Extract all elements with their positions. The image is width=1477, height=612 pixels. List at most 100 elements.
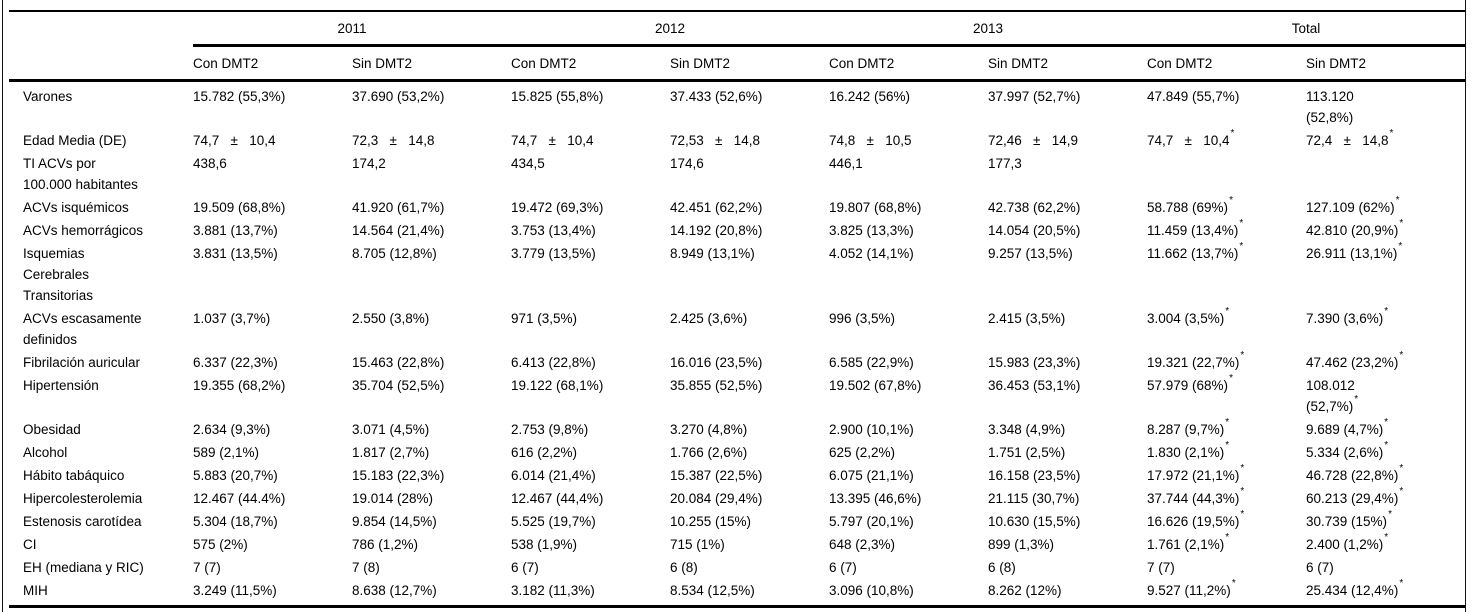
table-row: TI ACVs por 100.000 habitantes 438,6 174,2… [9,152,1465,196]
row-label: Hábito tabáquico [23,468,125,483]
data-cell: 1.037 (3,7%) [193,311,271,326]
significance-asterisk: * [1354,393,1359,405]
year-header-row: 2011 2012 2013 Total [9,11,1465,47]
data-cell: 2.400 (1,2%)* [1306,531,1389,552]
row-label: Isquemias Cerebrales Transitorias [23,246,94,303]
table-row: Hábito tabáquico 5.883 (20,7%) 15.183 (22,… [9,462,1465,487]
row-label: Hipercolesterolemia [23,491,143,506]
data-cell: 7 (7) [193,560,221,575]
data-cell: 6 (8) [670,560,698,575]
significance-asterisk: * [1229,194,1233,206]
data-cell: 10.630 (15,5%) [988,514,1081,529]
data-cell: 19.509 (68,8%) [193,200,286,215]
data-cell: 19.807 (68,8%) [829,200,922,215]
row-label: Alcohol [23,445,68,460]
table-row: Alcohol 589 (2,1%) 1.817 (2,7%) 616 (2,2%) 1… [9,439,1465,464]
data-cell: 6.337 (22,3%) [193,355,278,370]
data-cell: 10.255 (15%) [670,514,752,529]
data-cell: 25.434 (12,4%)* [1306,577,1404,598]
significance-asterisk: * [1384,439,1389,451]
data-cell: 589 (2,1%) [193,445,260,460]
data-cell: 42.451 (62,2%) [670,200,763,215]
significance-asterisk: * [1399,217,1404,229]
significance-asterisk: * [1240,349,1245,361]
table-row: CI 575 (2%) 786 (1,2%) 538 (1,9%) 715 (1%) 64… [9,531,1465,556]
data-cell: 1.817 (2,7%) [352,445,430,460]
data-cell: 8.638 (12,7%) [352,583,437,598]
data-cell: 72,46 ± 14,9 [988,133,1078,148]
row-label: ACVs isquémicos [23,200,129,215]
data-cell: 11.459 (13,4%)* [1147,217,1244,238]
year-header-total: Total [1147,11,1465,47]
data-cell: 57.979 (68%)* [1147,372,1233,393]
table-row: ACVs escasamente definidos 1.037 (3,7%) 2.… [9,305,1465,351]
row-label: Fibrilación auricular [23,355,141,370]
data-cell: 2.900 (10,1%) [829,422,914,437]
data-cell: 3.096 (10,8%) [829,583,914,598]
data-cell: 1.761 (2,1%)* [1147,531,1230,552]
data-cell: 3.004 (3,5%)* [1147,305,1230,326]
data-cell: 616 (2,2%) [511,445,578,460]
data-cell: 108.012 (52,7%)* [1306,378,1359,414]
data-cell: 37.433 (52,6%) [670,89,763,104]
data-table: 2011 2012 2013 Total Con DMT2 Sin DMT2 Con DM… [9,10,1465,608]
data-cell: 58.788 (69%)* [1147,194,1233,215]
data-cell: 5.304 (18,7%) [193,514,278,529]
data-cell: 625 (2,2%) [829,445,896,460]
data-cell: 9.689 (4,7%)* [1306,416,1389,437]
significance-asterisk: * [1399,462,1404,474]
data-cell: 14.054 (20,5%) [988,223,1081,238]
data-cell: 12.467 (44,4%) [511,491,604,506]
data-cell: 26.911 (13,1%)* [1306,240,1403,261]
data-cell: 3.071 (4,5%) [352,422,430,437]
data-cell: 9.854 (14,5%) [352,514,437,529]
year-header-2013: 2013 [829,11,1147,47]
table-row: Fibrilación auricular 6.337 (22,3%) 15.463… [9,349,1465,374]
data-cell [1306,152,1465,196]
significance-asterisk: * [1225,531,1230,543]
data-cell: 3.348 (4,9%) [988,422,1066,437]
subheader-corner-cell [9,45,193,82]
data-cell: 19.355 (68,2%) [193,378,286,393]
significance-asterisk: * [1384,305,1389,317]
significance-asterisk: * [1225,416,1230,428]
data-cell: 8.705 (12,8%) [352,246,437,261]
data-cell: 15.183 (22,3%) [352,468,445,483]
data-cell: 30.739 (15%)* [1306,508,1392,529]
data-cell: 3.270 (4,8%) [670,422,748,437]
subheader-2011-con: Con DMT2 [193,45,352,82]
data-cell: 36.453 (53,1%) [988,378,1081,393]
year-header-2011: 2011 [193,11,511,47]
significance-asterisk: * [1398,240,1403,252]
table-row: ACVs isquémicos 19.509 (68,8%) 41.920 (61,… [9,194,1465,219]
data-cell: 35.855 (52,5%) [670,378,763,393]
data-cell: 19.014 (28%) [352,491,434,506]
significance-asterisk: * [1225,439,1230,451]
data-cell: 72,4 ± 14,8* [1306,127,1394,148]
data-cell: 16.626 (19,5%)* [1147,508,1245,529]
table-row: Hipercolesterolemia 12.467 (44.4%) 19.014 … [9,486,1465,510]
data-cell: 2.550 (3,8%) [352,311,430,326]
data-cell: 6.413 (22,8%) [511,355,596,370]
table-row: ACVs hemorrágicos 3.881 (13,7%) 14.564 (21… [9,217,1465,242]
data-cell: 16.158 (23,5%) [988,468,1081,483]
significance-asterisk: * [1230,127,1235,139]
data-cell: 575 (2%) [193,537,248,552]
data-cell: 19.502 (67,8%) [829,378,922,393]
row-label: ACVs hemorrágicos [23,223,144,238]
data-cell: 174,6 [670,156,704,171]
data-cell: 5.525 (19,7%) [511,514,596,529]
data-cell: 41.920 (61,7%) [352,200,445,215]
data-cell: 74,8 ± 10,5 [829,133,912,148]
data-cell: 6.075 (21,1%) [829,468,914,483]
significance-asterisk: * [1225,305,1230,317]
data-cell: 1.766 (2,6%) [670,445,748,460]
subheader-total-sin: Sin DMT2 [1306,45,1465,82]
data-cell: 37.997 (52,7%) [988,89,1081,104]
data-cell: 113.120 (52,8%) [1306,89,1354,125]
subheader-row: Con DMT2 Sin DMT2 Con DMT2 Sin DMT2 Con DMT2… [9,45,1465,82]
significance-asterisk: * [1239,240,1244,252]
data-cell: 2.425 (3,6%) [670,311,748,326]
table-row: Estenosis carotídea 5.304 (18,7%) 9.854 (1… [9,508,1465,533]
data-cell: 174,2 [352,156,386,171]
